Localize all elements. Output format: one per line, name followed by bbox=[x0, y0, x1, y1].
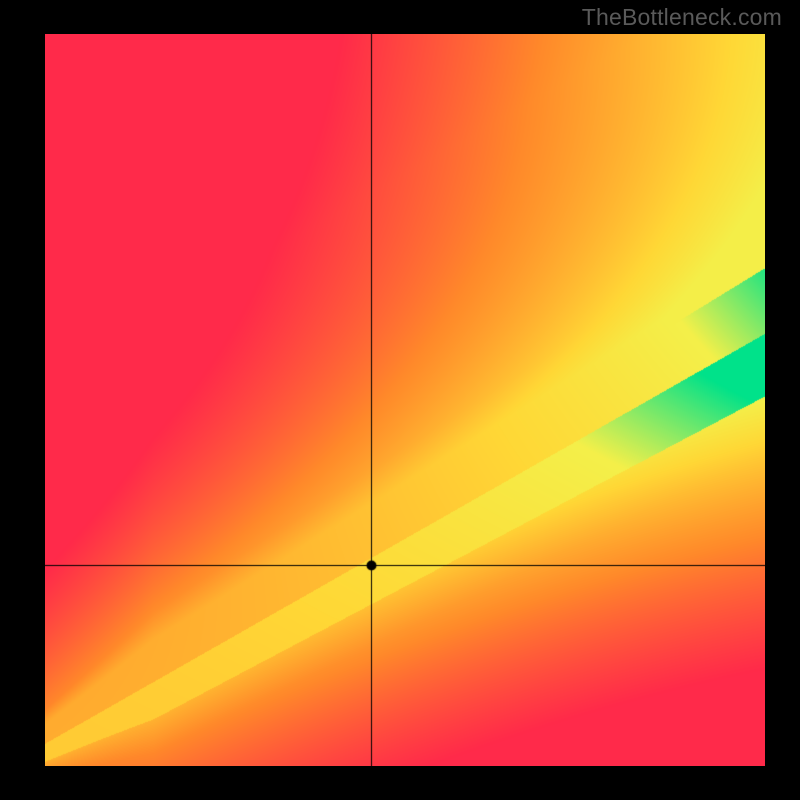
watermark-text: TheBottleneck.com bbox=[582, 4, 782, 31]
chart-container: TheBottleneck.com bbox=[0, 0, 800, 800]
heatmap-canvas bbox=[45, 34, 765, 766]
heatmap-plot bbox=[45, 34, 765, 766]
